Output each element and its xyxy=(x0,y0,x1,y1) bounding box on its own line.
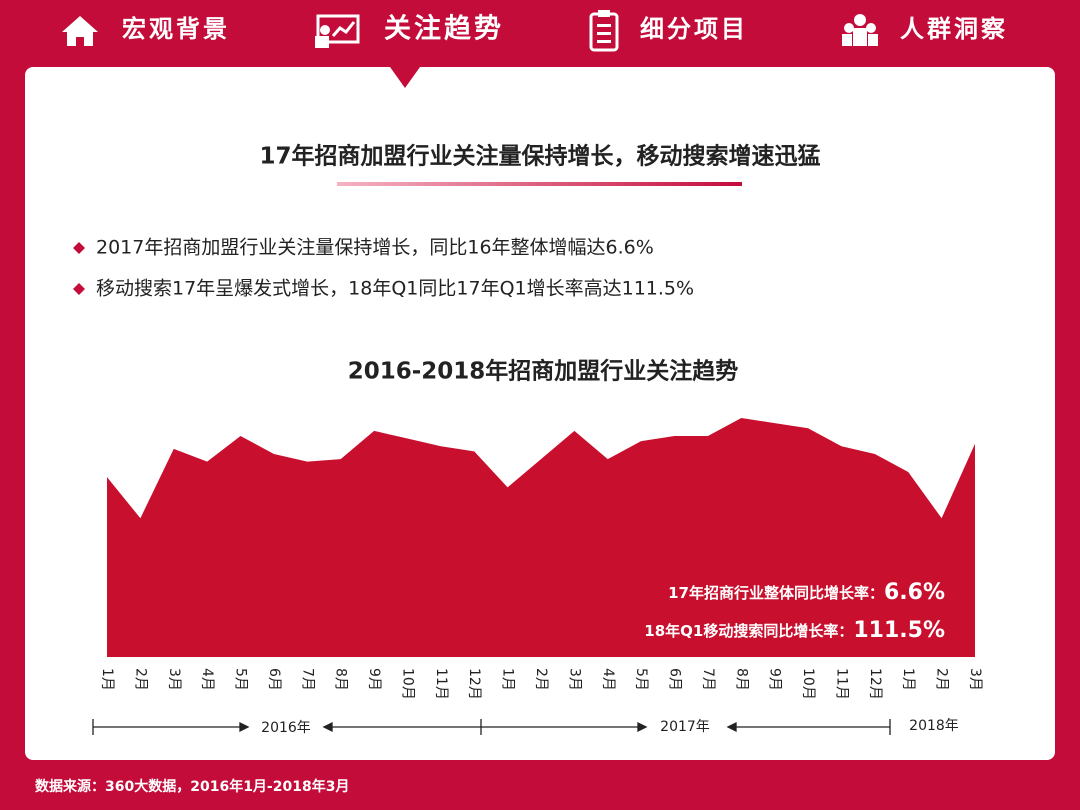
chart-title: 2016-2018年招商加盟行业关注趋势 xyxy=(348,358,739,385)
bullet-icon xyxy=(73,242,85,254)
tab-pointer xyxy=(390,67,420,88)
x-tick-label: 11月 xyxy=(833,668,849,700)
annotation-value: 6.6% xyxy=(884,580,945,605)
area xyxy=(107,417,975,657)
x-tick-label: 6月 xyxy=(266,668,282,691)
annotation-label: 17年招商行业整体同比增长率： xyxy=(668,584,884,602)
source: 数据来源：360大数据，2016年1月-2018年3月 xyxy=(35,778,349,795)
x-tick-label: 2月 xyxy=(132,668,148,691)
x-tick-label: 4月 xyxy=(199,668,215,691)
x-tick-label: 8月 xyxy=(733,668,749,691)
x-tick-label: 8月 xyxy=(333,668,349,691)
year-label: 2016年 xyxy=(261,720,311,736)
x-tick-label: 12月 xyxy=(867,668,883,700)
x-tick-label: 3月 xyxy=(566,668,582,691)
nav-item[interactable]: 宏观背景 xyxy=(122,15,230,43)
year-ruler xyxy=(92,719,891,735)
x-tick-label: 9月 xyxy=(767,668,783,691)
headline: 17年招商加盟行业关注量保持增长，移动搜索增速迅猛 xyxy=(259,143,820,170)
annotation: 17年招商行业整体同比增长率：6.6% xyxy=(668,580,945,605)
nav-item[interactable]: 关注趋势 xyxy=(384,13,504,45)
x-tick-label: 5月 xyxy=(233,668,249,691)
bullet-icon xyxy=(73,283,85,295)
x-tick-label: 12月 xyxy=(466,668,482,700)
x-tick-label: 7月 xyxy=(299,668,315,691)
x-tick-label: 6月 xyxy=(667,668,683,691)
x-tick-label: 5月 xyxy=(633,668,649,691)
bullet: 2017年招商加盟行业关注量保持增长，同比16年整体增幅达6.6% xyxy=(96,237,654,259)
year-label: 2017年 xyxy=(660,719,710,735)
year-label: 2018年 xyxy=(909,718,959,734)
x-tick-label: 3月 xyxy=(967,668,983,691)
x-tick-label: 9月 xyxy=(366,668,382,691)
x-tick-label: 2月 xyxy=(934,668,950,691)
nav-icons xyxy=(62,10,878,52)
x-tick-label: 4月 xyxy=(600,668,616,691)
bullet: 移动搜索17年呈爆发式增长，18年Q1同比17年Q1增长率高达111.5% xyxy=(96,278,694,300)
annotation-label: 18年Q1移动搜索同比增长率： xyxy=(644,622,853,640)
nav-item[interactable]: 细分项目 xyxy=(640,15,748,43)
annotation: 18年Q1移动搜索同比增长率：111.5% xyxy=(644,618,945,643)
x-tick-label: 7月 xyxy=(700,668,716,691)
x-tick-label: 1月 xyxy=(500,668,516,691)
x-tick-label: 1月 xyxy=(99,668,115,691)
x-tick-label: 2月 xyxy=(533,668,549,691)
x-tick-label: 1月 xyxy=(900,668,916,691)
x-tick-label: 3月 xyxy=(166,668,182,691)
headline-underline xyxy=(337,182,742,186)
nav-item[interactable]: 人群洞察 xyxy=(900,15,1008,43)
x-tick-label: 11月 xyxy=(433,668,449,700)
annotation-value: 111.5% xyxy=(853,618,945,643)
x-tick-label: 10月 xyxy=(800,668,816,700)
x-tick-label: 10月 xyxy=(399,668,415,700)
